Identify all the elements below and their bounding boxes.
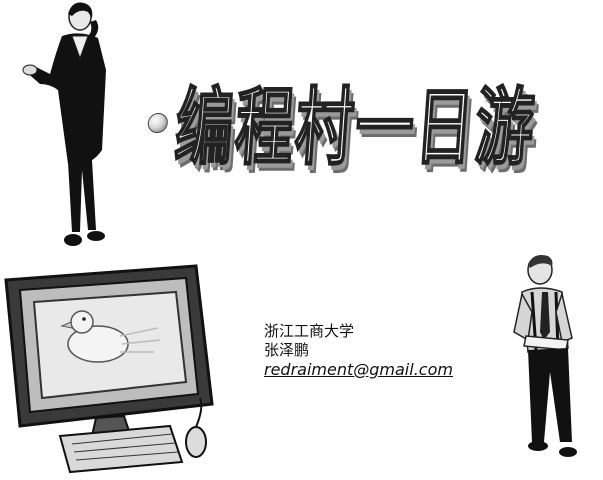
computer-duck-clipart [4, 264, 214, 474]
email-link[interactable]: redraiment@gmail.com [264, 360, 453, 379]
title-text: 编程村一日游 [171, 77, 540, 177]
man-clipboard-clipart [513, 255, 577, 457]
woman-phone-clipart [22, 2, 106, 246]
university-name: 浙江工商大学 [264, 322, 355, 340]
slide-title: 编程村一日游 [145, 77, 540, 177]
author-info: 浙江工商大学 张泽鹏 redraiment@gmail.com [264, 322, 453, 379]
bullet-icon [147, 113, 169, 133]
author-name: 张泽鹏 [264, 341, 310, 359]
